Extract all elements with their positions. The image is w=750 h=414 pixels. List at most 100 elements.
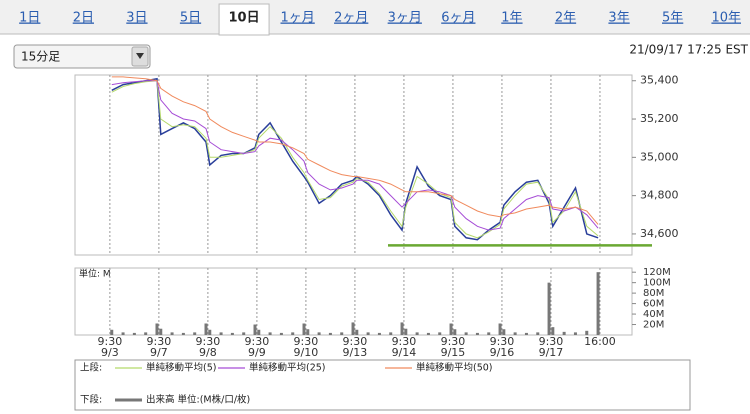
- tab[interactable]: 6ヶ月: [441, 11, 475, 26]
- volume-bar: [144, 332, 148, 335]
- tabs: 1日 2日 3日 5日 10日 1ヶ月 2ヶ月 3ヶ月 6ヶ月 1年 2年 3年 5年 10年: [19, 3, 741, 36]
- timestamp: 21/09/17 17:25 EST: [629, 43, 748, 57]
- x-tick-date: 9/14: [392, 346, 417, 359]
- x-tick-label: 9:30: [294, 335, 319, 348]
- legend-label: 単純移動平均(5): [146, 362, 216, 374]
- legend-lower-label: 下段:: [80, 394, 102, 406]
- volume-bar: [596, 272, 600, 335]
- volume-bar: [400, 322, 404, 335]
- legend-upper-label: 上段:: [80, 362, 102, 374]
- ma-line: [111, 80, 599, 239]
- x-tick-date: 9/8: [199, 346, 217, 359]
- volume-bar: [355, 329, 359, 335]
- x-tick-label: 9:30: [245, 335, 270, 348]
- volume-bar: [536, 332, 540, 335]
- tab[interactable]: 2年: [555, 11, 576, 26]
- volume-bar: [110, 329, 114, 335]
- y-tick-label: 60M: [643, 299, 664, 310]
- y-tick-label: 80M: [643, 288, 664, 299]
- legend-label: 単純移動平均(50): [416, 362, 493, 374]
- y-tick-label: 35,200: [640, 112, 679, 125]
- volume-bar: [170, 332, 174, 335]
- volume-bar: [219, 332, 223, 335]
- volume-bar: [257, 329, 261, 335]
- volume-bar: [547, 282, 551, 335]
- volume-bar: [487, 332, 491, 335]
- volume-bar: [193, 332, 197, 335]
- volume-bar: [204, 323, 208, 335]
- tab[interactable]: 1年: [501, 11, 522, 26]
- volume-bar: [132, 332, 136, 335]
- volume-bar: [377, 332, 381, 335]
- volume-bar: [438, 332, 442, 335]
- y-tick-label: 100M: [643, 278, 671, 289]
- volume-bar: [551, 327, 555, 335]
- x-tick-date: 9/16: [490, 346, 515, 359]
- legend-label: 出来高 単位:(M株/口/枚): [146, 394, 250, 406]
- price-panel: [74, 74, 633, 256]
- volume-bar: [585, 330, 589, 335]
- interval-dropdown[interactable]: [13, 44, 151, 69]
- volume-bar: [453, 329, 457, 335]
- volume-bar: [159, 328, 163, 335]
- interval-label: 15分足: [21, 50, 60, 64]
- volume-bar: [464, 332, 468, 335]
- volume-bar: [366, 332, 370, 335]
- volume-bar: [253, 324, 257, 335]
- price-line: [111, 77, 599, 241]
- x-tick-label: 16:00: [584, 335, 616, 348]
- x-tick-label: 9:30: [98, 335, 123, 348]
- y-tick-label: 20M: [643, 320, 664, 331]
- volume-bar: [426, 332, 430, 335]
- y-tick-label: 120M: [643, 267, 671, 278]
- dropdown-arrow: [136, 53, 144, 59]
- tab[interactable]: 3日: [126, 11, 147, 26]
- y-tick-label: 34,600: [640, 227, 679, 240]
- tab[interactable]: 5日: [180, 11, 201, 26]
- tab[interactable]: 3ヶ月: [388, 11, 422, 26]
- volume-unit: 単位: M: [79, 268, 111, 280]
- volume-bar: [498, 323, 502, 335]
- tab[interactable]: 2ヶ月: [334, 11, 368, 26]
- volume-bar: [449, 323, 453, 335]
- tab[interactable]: 3年: [608, 11, 629, 26]
- volume-bar: [389, 332, 393, 335]
- x-tick-date: 9/13: [343, 346, 368, 359]
- volume-bar: [306, 329, 310, 335]
- volume-bar: [502, 329, 506, 335]
- x-tick-label: 9:30: [196, 335, 221, 348]
- x-tick-date: 9/7: [150, 346, 168, 359]
- legend-box: [74, 359, 691, 411]
- volume-bar: [121, 332, 125, 335]
- tab[interactable]: 1日: [19, 11, 40, 26]
- x-tick-date: 9/10: [294, 346, 319, 359]
- volume-bar: [302, 323, 306, 335]
- tab[interactable]: 1ヶ月: [281, 11, 315, 26]
- volume-bar: [230, 332, 234, 335]
- x-tick-date: 9/3: [101, 346, 119, 359]
- volume-bar: [475, 332, 479, 335]
- volume-bar: [340, 332, 344, 335]
- volume-bar: [573, 332, 577, 335]
- volume-bar: [562, 331, 566, 335]
- volume-bar: [208, 329, 212, 335]
- volume-bar: [155, 323, 159, 335]
- volume-bar: [268, 332, 272, 335]
- volume-bar: [415, 332, 419, 335]
- x-tick-date: 9/9: [248, 346, 266, 359]
- tab[interactable]: 10年: [711, 11, 741, 26]
- volume-bar: [317, 332, 321, 335]
- volume-bar: [404, 328, 408, 335]
- ma-line: [111, 80, 599, 231]
- x-tick-date: 9/15: [441, 346, 466, 359]
- tab[interactable]: 5年: [662, 11, 683, 26]
- x-tick-label: 9:30: [539, 335, 564, 348]
- x-tick-date: 9/17: [539, 346, 564, 359]
- x-tick-label: 9:30: [490, 335, 515, 348]
- tab[interactable]: 2日: [73, 11, 94, 26]
- tab-selected: [218, 3, 270, 36]
- tab[interactable]: 10日: [229, 11, 260, 26]
- volume-bar: [513, 332, 517, 335]
- y-tick-label: 40M: [643, 309, 664, 320]
